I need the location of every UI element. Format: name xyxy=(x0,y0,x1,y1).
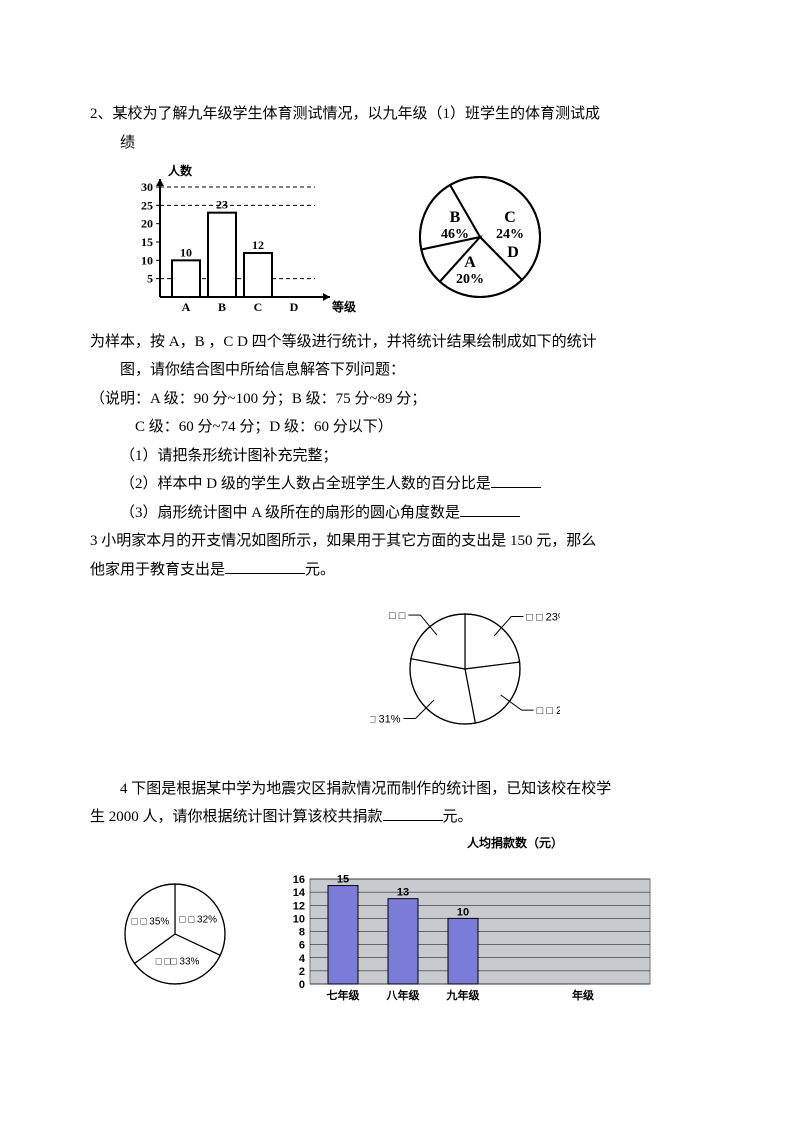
q3-line2: 他家用于教育支出是 元。 xyxy=(90,556,710,585)
svg-text:人数: 人数 xyxy=(168,163,193,178)
svg-text:15: 15 xyxy=(337,874,349,886)
q3-line2b: 元。 xyxy=(305,562,335,578)
svg-text:8: 8 xyxy=(299,927,305,939)
q4-line1: 4 下图是根据某中学为地震灾区捐款情况而制作的统计图，已知该校在校学 xyxy=(90,775,710,804)
svg-text:10: 10 xyxy=(141,253,153,267)
q2-explain2: C 级：60 分~74 分；D 级：60 分以下） xyxy=(90,413,710,442)
svg-text:12: 12 xyxy=(252,238,264,252)
svg-text:6: 6 xyxy=(299,940,305,952)
q4-bar-chart: 0246810121416七年级15八年级13九年级10年级 xyxy=(280,864,710,1015)
q3-line2a: 他家用于教育支出是 xyxy=(90,562,225,578)
svg-text:16: 16 xyxy=(293,874,305,886)
svg-text:46%: 46% xyxy=(441,227,469,242)
svg-text:□ □ 23%: □ □ 23% xyxy=(526,611,560,623)
q3-line1: 3 小明家本月的开支情况如图所示，如果用于其它方面的支出是 150 元，那么 xyxy=(90,527,710,556)
svg-text:□ □: □ □ xyxy=(389,610,406,622)
svg-text:25: 25 xyxy=(141,198,153,212)
svg-text:等级: 等级 xyxy=(331,299,356,314)
svg-text:10: 10 xyxy=(457,907,469,919)
q4-pie-chart: □ □ 32% □ □□ 33% □ □ 35% xyxy=(90,864,260,1015)
svg-text:□ □□ 33%: □ □□ 33% xyxy=(156,957,200,968)
svg-text:C: C xyxy=(254,300,263,314)
svg-text:30: 30 xyxy=(141,180,153,194)
q2-line2: 绩 xyxy=(90,129,710,158)
svg-text:□ □ 24%: □ □ 24% xyxy=(537,705,560,717)
svg-text:24%: 24% xyxy=(496,227,524,242)
svg-text:12: 12 xyxy=(293,901,305,913)
svg-text:□ □ 35%: □ □ 35% xyxy=(132,917,170,928)
svg-text:15: 15 xyxy=(141,235,153,249)
page: 2、某校为了解九年级学生体育测试情况，以九年级（1）班学生的体育测试成 绩 5 1… xyxy=(0,0,800,1132)
svg-text:5: 5 xyxy=(147,272,153,286)
svg-text:八年级: 八年级 xyxy=(386,988,421,1002)
svg-text:20%: 20% xyxy=(456,272,484,287)
blank-q4 xyxy=(383,805,443,821)
blank-q2-2 xyxy=(491,472,541,488)
svg-text:A: A xyxy=(182,300,191,314)
q2-sub3: （3）扇形统计图中 A 级所在的扇形的圆心角度数是 xyxy=(90,499,710,528)
svg-text:0: 0 xyxy=(299,979,305,991)
q2-sub2-text: （2）样本中 D 级的学生人数占全班学生人数的百分比是 xyxy=(120,476,491,492)
q4-figure-row: □ □ 32%□ □□ 33%□ □ 35% 0246810121416七年级1… xyxy=(90,864,710,1015)
svg-text:年级: 年级 xyxy=(572,988,595,1002)
q2-sub1: （1）请把条形统计图补充完整； xyxy=(90,442,710,471)
q3-pie-chart: □ □ 23% □ □ 24% □ □ 31% □ □ xyxy=(370,594,560,755)
svg-text:20: 20 xyxy=(141,217,153,231)
q2-bar-chart: 51015202530A10B23C12D人数等级 xyxy=(120,167,350,317)
svg-text:A: A xyxy=(464,254,476,271)
svg-text:B: B xyxy=(218,300,226,314)
svg-text:10: 10 xyxy=(180,245,192,259)
q2-sub2: （2）样本中 D 级的学生人数占全班学生人数的百分比是 xyxy=(90,470,710,499)
svg-text:C: C xyxy=(504,209,516,226)
svg-text:13: 13 xyxy=(397,887,409,899)
svg-text:23: 23 xyxy=(216,198,228,212)
q4-line2: 生 2000 人，请你根据统计图计算该校共捐款 元。 xyxy=(90,803,710,832)
q4-bar-title: 人均捐款数（元） xyxy=(320,832,710,855)
svg-text:九年级: 九年级 xyxy=(446,988,481,1002)
svg-text:2: 2 xyxy=(299,966,305,978)
q2-body1: 为样本，按 A，B ，C D 四个等级进行统计，并将统计结果绘制成如下的统计 xyxy=(90,328,710,357)
svg-text:七年级: 七年级 xyxy=(327,988,361,1002)
svg-text:D: D xyxy=(290,300,299,314)
svg-text:14: 14 xyxy=(293,887,306,899)
q2-figure-row: 51015202530A10B23C12D人数等级 B46%C24%DA20% xyxy=(120,167,710,318)
q2-sub3-text: （3）扇形统计图中 A 级所在的扇形的圆心角度数是 xyxy=(120,505,460,521)
svg-text:□ □ 31%: □ □ 31% xyxy=(370,713,401,725)
svg-text:□ □ 32%: □ □ 32% xyxy=(179,915,217,926)
q2-body2: 图，请你结合图中所给信息解答下列问题： xyxy=(90,356,710,385)
q2-pie-chart: B46% C24% D A20% xyxy=(400,167,560,318)
blank-q2-3 xyxy=(460,501,520,517)
q4-line2b: 元。 xyxy=(443,809,473,825)
q4-line2a: 生 2000 人，请你根据统计图计算该校共捐款 xyxy=(90,809,383,825)
q2-line1: 2、某校为了解九年级学生体育测试情况，以九年级（1）班学生的体育测试成 xyxy=(90,100,710,129)
svg-text:10: 10 xyxy=(293,914,305,926)
blank-q3 xyxy=(225,558,305,574)
q2-explain1: （说明：A 级：90 分~100 分；B 级：75 分~89 分； xyxy=(90,385,710,414)
svg-text:B: B xyxy=(450,209,461,226)
svg-text:D: D xyxy=(507,244,519,261)
svg-text:4: 4 xyxy=(299,953,306,965)
